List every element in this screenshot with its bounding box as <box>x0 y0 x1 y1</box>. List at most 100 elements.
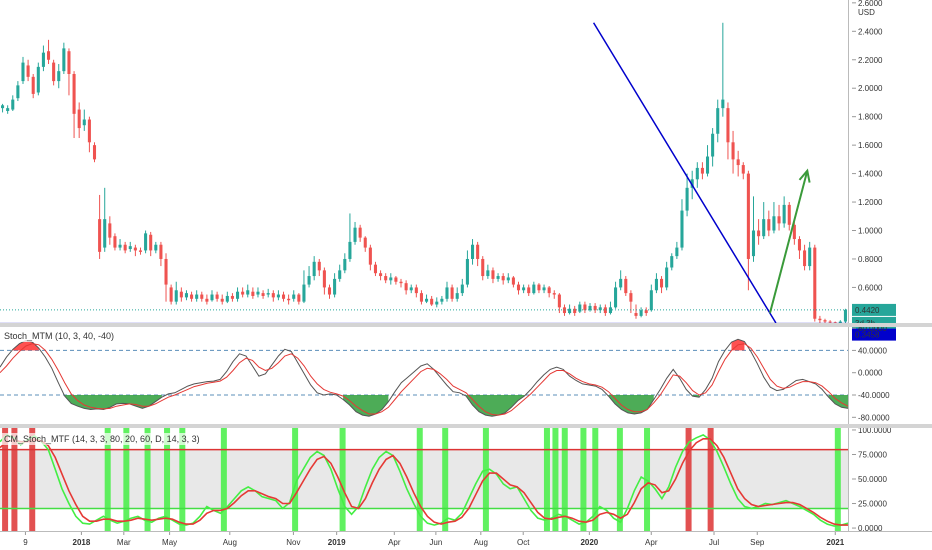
candle[interactable] <box>379 270 383 281</box>
projection-arrow[interactable] <box>769 170 809 314</box>
candle[interactable] <box>660 276 664 294</box>
candle[interactable] <box>430 295 434 306</box>
candle[interactable] <box>389 273 393 285</box>
candle[interactable] <box>327 284 332 299</box>
candle[interactable] <box>26 59 30 82</box>
candle[interactable] <box>573 305 577 316</box>
candle[interactable] <box>772 202 776 234</box>
candle[interactable] <box>200 291 204 302</box>
trend-line[interactable] <box>592 22 777 324</box>
candle[interactable] <box>608 301 612 315</box>
candle[interactable] <box>654 273 658 294</box>
candle[interactable] <box>368 244 372 271</box>
candle[interactable] <box>716 99 720 143</box>
candle[interactable] <box>292 290 296 302</box>
candle[interactable] <box>302 270 306 304</box>
candle[interactable] <box>425 294 429 304</box>
candle[interactable] <box>506 273 510 284</box>
candle[interactable] <box>404 280 408 295</box>
candle[interactable] <box>133 244 137 257</box>
candle[interactable] <box>358 224 362 242</box>
candle[interactable] <box>813 244 817 322</box>
candle[interactable] <box>818 315 822 323</box>
candle[interactable] <box>230 293 234 302</box>
candle[interactable] <box>736 150 740 177</box>
candle[interactable] <box>399 278 403 288</box>
stoch-mtm-series-line[interactable] <box>0 338 849 417</box>
candle[interactable] <box>87 116 91 153</box>
candle[interactable] <box>16 81 20 102</box>
candle[interactable] <box>593 303 597 314</box>
candle[interactable] <box>588 303 592 312</box>
candle[interactable] <box>353 221 357 245</box>
candle[interactable] <box>241 287 245 298</box>
candle[interactable] <box>614 281 618 309</box>
candle[interactable] <box>276 290 280 301</box>
candle[interactable] <box>639 307 643 318</box>
candle[interactable] <box>271 290 275 302</box>
candle[interactable] <box>644 307 648 316</box>
candle[interactable] <box>128 241 132 252</box>
candle[interactable] <box>394 276 398 285</box>
candle[interactable] <box>711 128 715 167</box>
candle[interactable] <box>179 287 183 302</box>
candle[interactable] <box>149 231 153 257</box>
candle[interactable] <box>762 202 766 240</box>
candle[interactable] <box>501 273 505 285</box>
candle[interactable] <box>57 64 61 89</box>
candle[interactable] <box>11 95 15 111</box>
candle[interactable] <box>174 281 178 305</box>
candle[interactable] <box>552 290 556 299</box>
candle[interactable] <box>731 130 735 174</box>
candle[interactable] <box>481 256 485 281</box>
candle[interactable] <box>6 105 10 114</box>
candle[interactable] <box>261 290 265 299</box>
pane-separator[interactable] <box>0 424 932 428</box>
candle[interactable] <box>516 281 521 295</box>
candle[interactable] <box>685 173 689 217</box>
candle[interactable] <box>205 294 209 305</box>
candle[interactable] <box>312 256 316 281</box>
candle[interactable] <box>348 213 352 262</box>
candle[interactable] <box>547 286 551 298</box>
candle[interactable] <box>72 71 76 139</box>
candle[interactable] <box>297 293 301 305</box>
candle[interactable] <box>215 291 219 302</box>
candle[interactable] <box>619 270 623 291</box>
candle[interactable] <box>409 284 413 294</box>
candle[interactable] <box>787 202 791 231</box>
candle[interactable] <box>281 291 286 302</box>
candle[interactable] <box>67 48 71 96</box>
candle[interactable] <box>246 284 250 298</box>
candle[interactable] <box>751 196 756 262</box>
candle[interactable] <box>675 241 679 259</box>
candle[interactable] <box>343 253 347 274</box>
candle[interactable] <box>460 278 464 296</box>
candle[interactable] <box>190 291 194 302</box>
candle[interactable] <box>557 293 561 314</box>
candle[interactable] <box>777 204 781 231</box>
candle[interactable] <box>363 236 367 252</box>
candle[interactable] <box>603 304 607 316</box>
candle[interactable] <box>62 42 66 74</box>
candle[interactable] <box>476 241 480 267</box>
candle[interactable] <box>138 247 143 255</box>
candle[interactable] <box>82 109 86 131</box>
candle[interactable] <box>578 301 582 314</box>
candle[interactable] <box>414 284 418 298</box>
candle[interactable] <box>767 210 771 237</box>
candle[interactable] <box>322 267 326 295</box>
candle[interactable] <box>251 287 255 299</box>
candle[interactable] <box>741 162 745 180</box>
stoch-mtm-pane[interactable]: 80.0000 40.0000 0.0000 -40.0000 -80.0000 Stoc… <box>0 324 890 422</box>
candle[interactable] <box>113 233 117 251</box>
candle[interactable] <box>843 308 847 324</box>
candle[interactable] <box>670 253 674 271</box>
candle[interactable] <box>1 103 5 113</box>
candle[interactable] <box>46 39 51 65</box>
candle[interactable] <box>266 288 270 298</box>
candle[interactable] <box>721 22 725 117</box>
candle[interactable] <box>384 273 388 284</box>
candle[interactable] <box>537 283 541 294</box>
